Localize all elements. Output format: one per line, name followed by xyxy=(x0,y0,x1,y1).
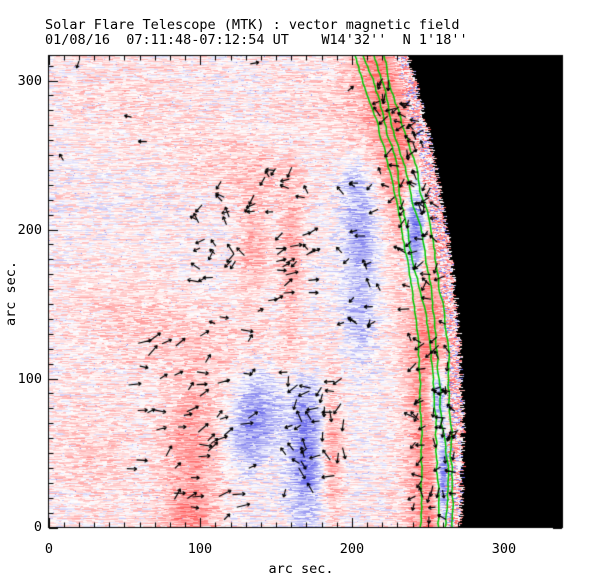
y-tick-label-200: 200 xyxy=(17,222,42,238)
y-axis-label: arc sec. xyxy=(3,260,19,326)
x-tick-label-300: 300 xyxy=(491,541,517,557)
x-tick-label-100: 100 xyxy=(187,541,213,557)
x-tick-label-0: 0 xyxy=(44,541,54,557)
x-axis-label: arc sec. xyxy=(268,561,334,577)
plot-title: Solar Flare Telescope (MTK) : vector mag… xyxy=(45,17,460,33)
y-tick-label-300: 300 xyxy=(17,73,42,89)
y-tick-label-0: 0 xyxy=(33,519,42,535)
x-tick-label-200: 200 xyxy=(339,541,365,557)
y-tick-label-100: 100 xyxy=(17,371,42,387)
plot-subtitle: 01/08/16 07:11:48-07:12:54 UT W14'32'' N… xyxy=(45,32,468,48)
